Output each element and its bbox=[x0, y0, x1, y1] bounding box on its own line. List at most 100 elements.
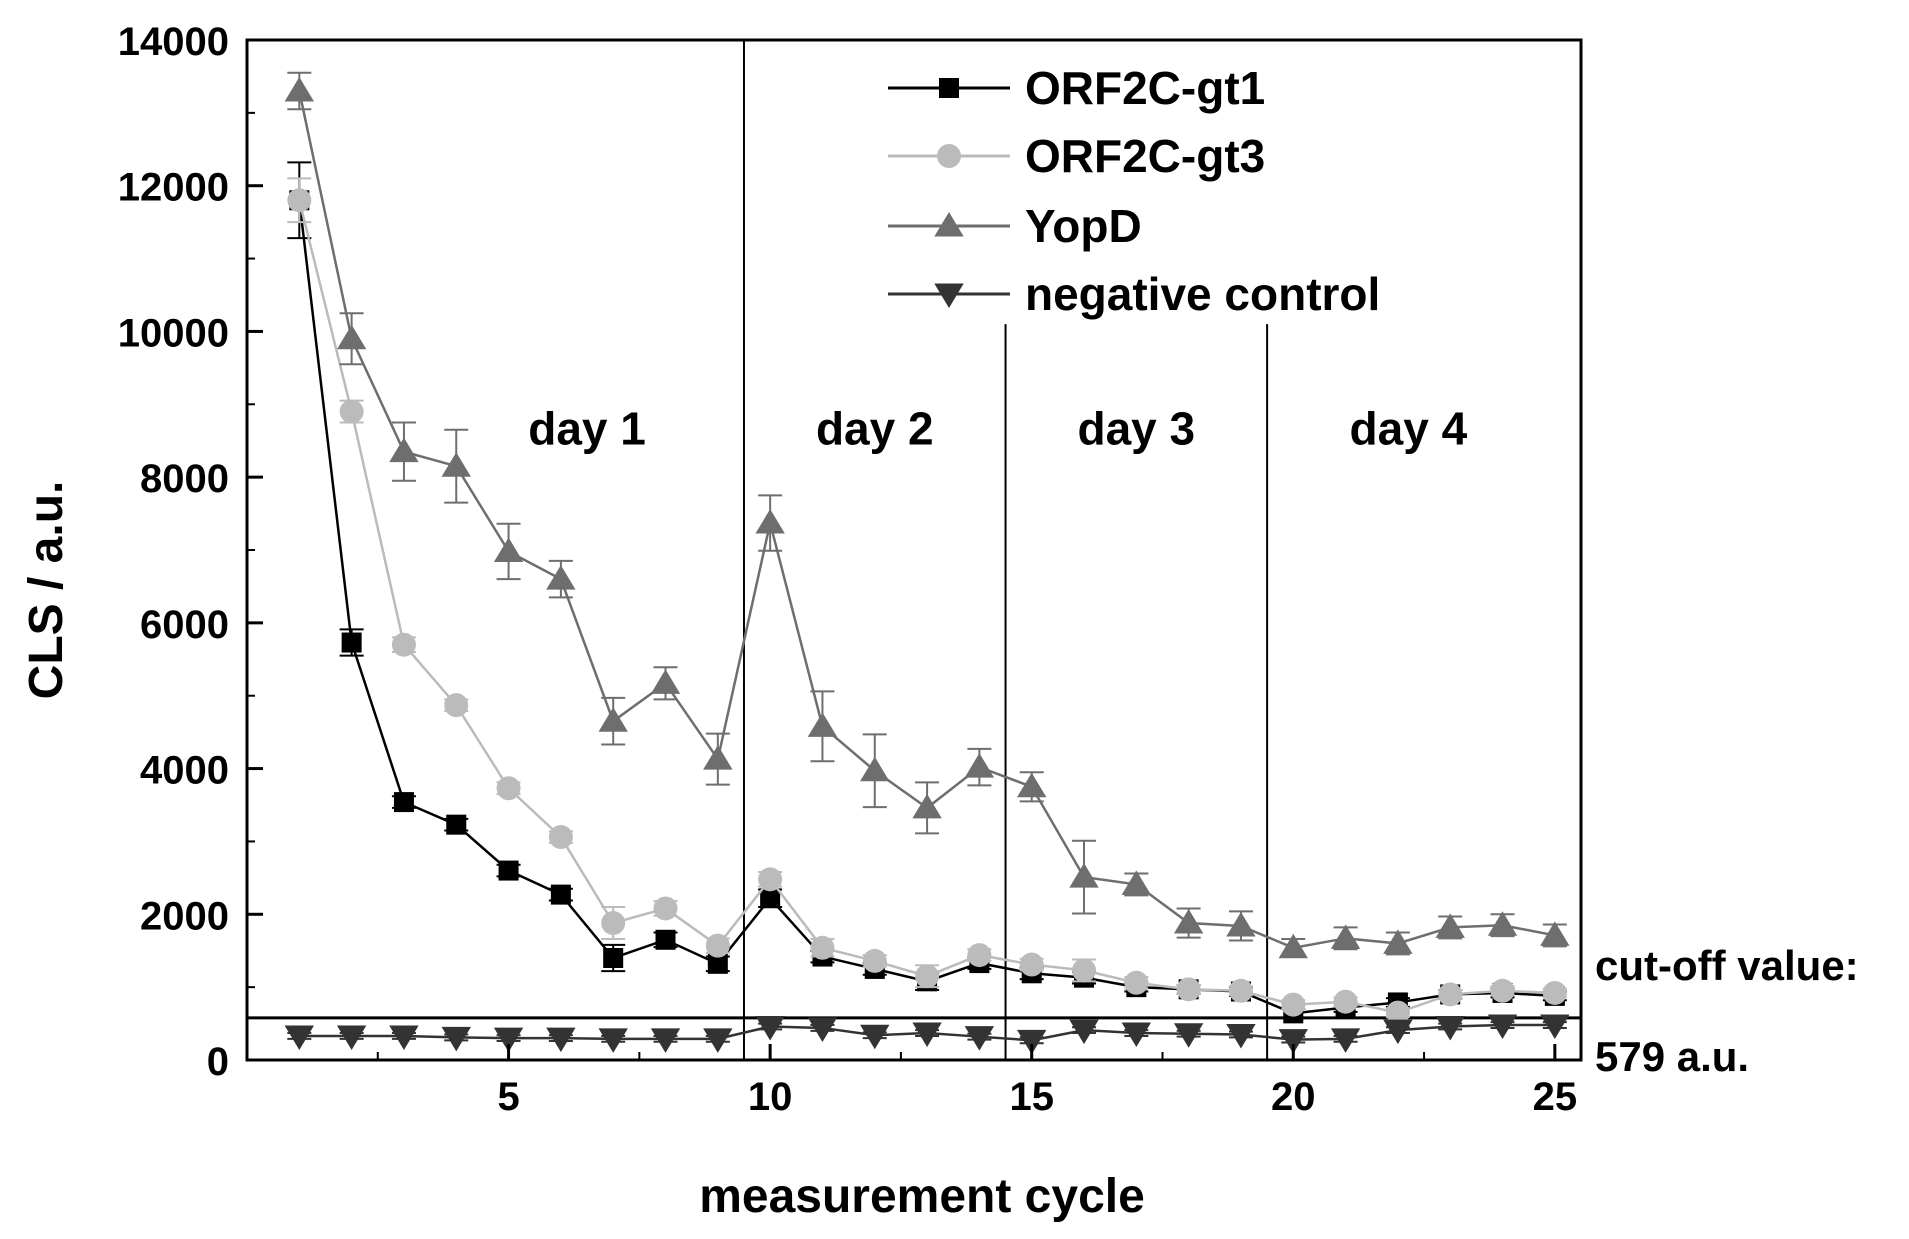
legend-label: ORF2C-gt3 bbox=[1025, 130, 1265, 182]
data-point bbox=[1278, 933, 1308, 959]
data-point bbox=[336, 1025, 367, 1050]
data-point bbox=[705, 933, 730, 958]
data-point bbox=[1330, 924, 1361, 949]
data-point bbox=[915, 964, 940, 989]
data-point bbox=[444, 693, 469, 718]
data-point bbox=[650, 1028, 681, 1053]
legend-item: ORF2C-gt3 bbox=[888, 130, 1265, 182]
data-point bbox=[755, 1015, 785, 1041]
data-point bbox=[807, 1017, 838, 1042]
cutoff-label: cut-off value: bbox=[1595, 942, 1859, 989]
data-point bbox=[1226, 1024, 1256, 1049]
data-point bbox=[760, 888, 781, 909]
data-point bbox=[1487, 911, 1518, 936]
x-tick-label: 5 bbox=[497, 1075, 519, 1119]
data-point bbox=[912, 1022, 942, 1048]
day-label: day 4 bbox=[1350, 402, 1468, 454]
data-point bbox=[1438, 982, 1463, 1007]
data-point bbox=[1435, 1015, 1465, 1041]
data-point bbox=[389, 437, 419, 463]
labels-group: day 1 day 2 day 3 day 4 bbox=[528, 402, 1467, 454]
data-point bbox=[546, 565, 576, 590]
data-point bbox=[650, 669, 681, 694]
data-point bbox=[1124, 970, 1149, 995]
series-line bbox=[298, 200, 1555, 1015]
legend-label: ORF2C-gt1 bbox=[1025, 62, 1265, 114]
data-point bbox=[548, 825, 573, 850]
x-tick-label: 20 bbox=[1271, 1075, 1316, 1119]
legend-marker bbox=[937, 144, 961, 168]
data-point bbox=[1540, 921, 1570, 946]
data-point bbox=[1226, 911, 1256, 937]
cutoff-group: cut-off value: 579 a.u. bbox=[247, 942, 1859, 1080]
axes-group: 0 2000 4000 6000 8000 10000 12000 14000 5 10 15 20 2… bbox=[118, 20, 1577, 1119]
cutoff-value-label: 579 a.u. bbox=[1595, 1033, 1749, 1080]
data-point bbox=[446, 814, 467, 835]
legend-marker bbox=[934, 283, 964, 308]
data-point bbox=[498, 860, 519, 881]
x-tick-label: 25 bbox=[1533, 1075, 1578, 1119]
data-point bbox=[550, 884, 571, 905]
legend-item: negative control bbox=[888, 268, 1380, 320]
data-point bbox=[391, 632, 416, 657]
data-point bbox=[1278, 1029, 1308, 1054]
data-point bbox=[601, 911, 626, 936]
data-point bbox=[1072, 958, 1097, 983]
x-axis-title: measurement cycle bbox=[699, 1170, 1145, 1223]
data-point bbox=[336, 324, 367, 350]
y-tick-label: 6000 bbox=[140, 603, 229, 647]
data-point bbox=[1121, 1022, 1152, 1048]
data-point bbox=[703, 745, 733, 770]
x-tick-label: 10 bbox=[748, 1075, 793, 1119]
data-point bbox=[807, 712, 838, 737]
data-point bbox=[1435, 913, 1465, 938]
legend-marker bbox=[939, 78, 959, 98]
data-point bbox=[1173, 1023, 1204, 1048]
series-negative-control bbox=[284, 1014, 1570, 1055]
y-axis-title: CLS / a.u. bbox=[20, 481, 73, 700]
data-point bbox=[758, 867, 783, 892]
y-tick-label: 4000 bbox=[140, 749, 229, 793]
y-tick-label: 8000 bbox=[140, 457, 229, 501]
data-point bbox=[1121, 870, 1152, 895]
data-point bbox=[862, 948, 887, 973]
data-point bbox=[1281, 992, 1306, 1017]
data-point bbox=[1487, 1014, 1518, 1040]
data-point bbox=[1542, 980, 1567, 1005]
data-point bbox=[1330, 1028, 1361, 1053]
legend-item: ORF2C-gt1 bbox=[888, 62, 1265, 114]
data-point bbox=[707, 953, 728, 974]
data-point bbox=[860, 756, 890, 782]
data-point bbox=[964, 1026, 995, 1051]
data-point bbox=[967, 943, 992, 968]
data-point bbox=[603, 948, 624, 968]
y-tick-label: 14000 bbox=[118, 20, 229, 64]
x-tick-label: 15 bbox=[1009, 1075, 1054, 1119]
data-point bbox=[598, 1028, 628, 1053]
y-tick-label: 0 bbox=[207, 1040, 229, 1084]
data-point bbox=[1540, 1014, 1570, 1040]
plot-frame-group bbox=[245, 38, 1583, 1062]
data-point bbox=[339, 399, 364, 424]
legend-label: negative control bbox=[1025, 268, 1380, 320]
plot-frame bbox=[245, 38, 1583, 1062]
data-point bbox=[493, 537, 524, 562]
day-label: day 3 bbox=[1078, 402, 1196, 454]
data-point bbox=[860, 1024, 890, 1050]
legend-item: YopD bbox=[888, 200, 1142, 252]
data-point bbox=[496, 776, 521, 801]
data-point bbox=[493, 1027, 524, 1053]
data-point bbox=[1173, 909, 1204, 934]
data-point bbox=[441, 452, 471, 477]
day-separators bbox=[742, 40, 1269, 1060]
data-point bbox=[912, 793, 942, 819]
data-point bbox=[1069, 1019, 1099, 1045]
data-point bbox=[393, 792, 414, 813]
data-point bbox=[441, 1026, 471, 1052]
data-point bbox=[964, 753, 995, 778]
data-point bbox=[287, 188, 312, 213]
y-tick-label: 2000 bbox=[140, 894, 229, 938]
data-point bbox=[1017, 772, 1047, 798]
series-line bbox=[298, 199, 1555, 1014]
